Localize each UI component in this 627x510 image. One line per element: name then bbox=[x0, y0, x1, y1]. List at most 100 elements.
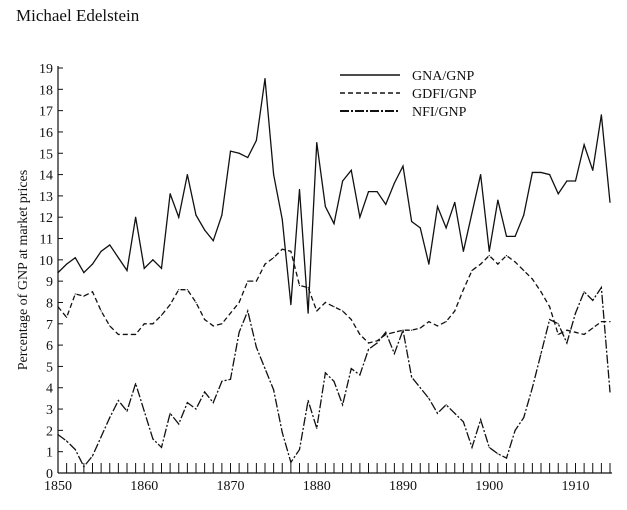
data-point bbox=[480, 173, 482, 176]
y-tick-label: 11 bbox=[40, 233, 53, 248]
data-point bbox=[316, 310, 318, 312]
data-point bbox=[316, 142, 318, 144]
data-point bbox=[505, 254, 508, 257]
data-point bbox=[255, 139, 257, 142]
data-point bbox=[221, 323, 223, 325]
y-tick-label: 0 bbox=[46, 467, 53, 482]
x-tick-label: 1890 bbox=[389, 479, 417, 494]
data-point bbox=[445, 404, 447, 406]
data-point bbox=[212, 240, 214, 242]
data-point bbox=[74, 257, 76, 259]
data-point bbox=[600, 286, 602, 289]
data-point bbox=[57, 272, 59, 274]
data-point bbox=[290, 461, 292, 463]
data-point bbox=[523, 214, 525, 216]
y-tick-label: 8 bbox=[46, 296, 53, 311]
data-point bbox=[169, 193, 171, 195]
y-tick-label: 6 bbox=[46, 339, 53, 354]
data-point bbox=[531, 387, 533, 389]
data-point bbox=[83, 466, 85, 468]
data-point bbox=[436, 325, 439, 327]
data-point bbox=[385, 333, 387, 336]
y-tick-label: 5 bbox=[46, 360, 53, 375]
data-point bbox=[583, 144, 585, 146]
data-point bbox=[359, 374, 361, 376]
data-point bbox=[91, 291, 94, 293]
series-line-nfi-gnp bbox=[57, 285, 611, 468]
data-point bbox=[393, 182, 395, 184]
data-point bbox=[100, 436, 102, 438]
data-point bbox=[454, 412, 456, 414]
data-point bbox=[411, 220, 413, 223]
data-point bbox=[91, 455, 94, 457]
data-point bbox=[109, 244, 111, 246]
data-point bbox=[229, 312, 232, 314]
data-point bbox=[109, 325, 111, 327]
data-point bbox=[419, 387, 421, 389]
data-point bbox=[135, 216, 137, 218]
data-point bbox=[583, 291, 585, 293]
data-point bbox=[316, 427, 318, 429]
data-point bbox=[221, 214, 223, 216]
author-header: Michael Edelstein bbox=[16, 6, 140, 25]
data-point bbox=[229, 150, 232, 152]
data-point bbox=[143, 323, 145, 325]
data-point bbox=[178, 423, 180, 425]
data-point bbox=[126, 333, 128, 336]
data-point bbox=[342, 310, 344, 312]
data-point bbox=[419, 227, 421, 229]
data-point bbox=[324, 205, 326, 208]
data-point bbox=[333, 380, 335, 382]
data-point bbox=[74, 448, 76, 451]
data-point bbox=[342, 404, 344, 406]
data-point bbox=[480, 263, 482, 265]
data-point bbox=[445, 321, 447, 323]
data-point bbox=[212, 402, 214, 404]
data-point bbox=[281, 248, 283, 250]
legend-label: GNA/GNP bbox=[412, 69, 474, 84]
data-point bbox=[333, 223, 335, 225]
data-point bbox=[574, 312, 577, 314]
data-point bbox=[83, 272, 85, 274]
data-point bbox=[324, 372, 326, 374]
data-point bbox=[342, 180, 344, 182]
data-point bbox=[462, 250, 464, 252]
series-line-gdfi-gnp bbox=[57, 248, 610, 344]
data-point bbox=[428, 397, 430, 399]
data-point bbox=[454, 310, 456, 312]
data-point bbox=[100, 310, 102, 312]
data-point bbox=[247, 310, 249, 312]
data-point bbox=[471, 446, 473, 449]
data-point bbox=[367, 342, 370, 344]
data-point bbox=[540, 171, 542, 174]
data-point bbox=[514, 235, 516, 237]
data-point bbox=[480, 419, 482, 421]
data-point bbox=[324, 301, 326, 304]
x-tick-label: 1910 bbox=[562, 479, 590, 494]
data-point bbox=[143, 410, 145, 412]
data-point bbox=[307, 399, 309, 402]
data-point bbox=[264, 78, 266, 80]
data-point bbox=[462, 289, 464, 291]
data-point bbox=[531, 278, 533, 280]
data-point bbox=[126, 269, 128, 272]
data-point bbox=[169, 412, 171, 414]
y-tick-label: 13 bbox=[39, 190, 53, 205]
data-point bbox=[376, 191, 378, 193]
data-point bbox=[117, 333, 119, 336]
data-point bbox=[445, 227, 447, 229]
x-tick-label: 1880 bbox=[303, 479, 331, 494]
data-point bbox=[57, 306, 59, 308]
y-tick-label: 1 bbox=[46, 446, 53, 461]
data-point bbox=[264, 263, 266, 265]
data-point bbox=[74, 293, 76, 295]
data-point bbox=[160, 267, 163, 269]
data-point bbox=[350, 169, 352, 171]
series-lines bbox=[57, 78, 611, 468]
data-point bbox=[488, 250, 490, 252]
data-point bbox=[497, 453, 499, 455]
y-tick-label: 3 bbox=[46, 403, 53, 418]
legend-label: GDFI/GNP bbox=[412, 87, 477, 102]
